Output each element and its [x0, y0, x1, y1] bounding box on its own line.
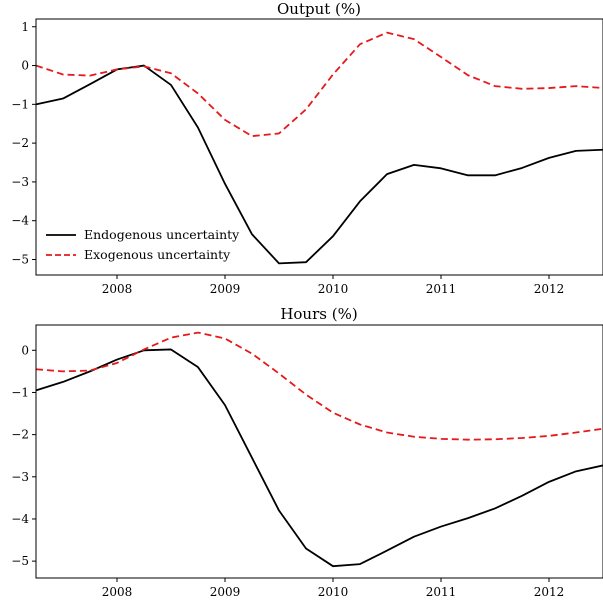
- output-series-line-endogenous: [35, 64, 603, 265]
- hours-x-tick-label: 2010: [318, 585, 349, 599]
- output-y-tick-label: 1: [21, 20, 29, 34]
- output-y-tick-label: −1: [11, 97, 29, 111]
- hours-y-tick-label: −2: [11, 428, 29, 442]
- output-y-tick-label: −2: [11, 136, 29, 150]
- hours-x-tick-label: 2011: [426, 585, 457, 599]
- hours-series-lines: [35, 331, 603, 568]
- hours-series-line-exogenous: [35, 331, 603, 441]
- hours-x-tick-label: 2008: [102, 585, 133, 599]
- output-x-tick-label: 2012: [534, 282, 565, 296]
- hours-plot-frame: [35, 324, 603, 579]
- hours-y-tick-label: −3: [11, 470, 29, 484]
- output-x-axis: 2008 2009 2010 2011 2012: [102, 275, 565, 296]
- output-series-lines: [35, 31, 603, 265]
- legend: Endogenous uncertainty Exogenous uncerta…: [46, 227, 240, 262]
- hours-y-tick-label: −4: [11, 512, 29, 526]
- output-panel: Output (%) 1 0 −1 −2 −3 −4 −5 2008 2009 2010 2011…: [11, 0, 603, 296]
- output-plot-frame: [35, 18, 603, 276]
- legend-label-endogenous: Endogenous uncertainty: [84, 227, 240, 242]
- output-x-tick-label: 2008: [102, 282, 133, 296]
- output-x-tick-label: 2010: [318, 282, 349, 296]
- hours-y-axis: 0 −1 −2 −3 −4 −5: [11, 343, 36, 568]
- output-y-tick-label: 0: [21, 59, 29, 73]
- output-y-tick-label: −4: [11, 214, 29, 228]
- hours-x-tick-label: 2012: [534, 585, 565, 599]
- hours-x-tick-label: 2009: [210, 585, 241, 599]
- output-x-tick-label: 2011: [426, 282, 457, 296]
- hours-chart-title: Hours (%): [280, 305, 357, 323]
- hours-y-tick-label: 0: [21, 343, 29, 357]
- legend-label-exogenous: Exogenous uncertainty: [84, 247, 231, 262]
- hours-y-tick-label: −1: [11, 385, 29, 399]
- output-y-axis: 1 0 −1 −2 −3 −4 −5: [11, 20, 36, 266]
- output-y-tick-label: −3: [11, 175, 29, 189]
- hours-series-line-endogenous: [35, 348, 603, 568]
- hours-panel: Hours (%) 0−1−2−3−4−5 2008 2009 2010 2011 20…: [11, 305, 603, 599]
- output-series-line-exogenous: [35, 31, 603, 138]
- hours-x-axis: 2008 2009 2010 2011 2012: [102, 578, 565, 599]
- output-chart-title: Output (%): [277, 0, 361, 18]
- output-x-tick-label: 2009: [210, 282, 241, 296]
- output-y-tick-label: −5: [11, 252, 29, 266]
- hours-y-tick-label: −5: [11, 554, 29, 568]
